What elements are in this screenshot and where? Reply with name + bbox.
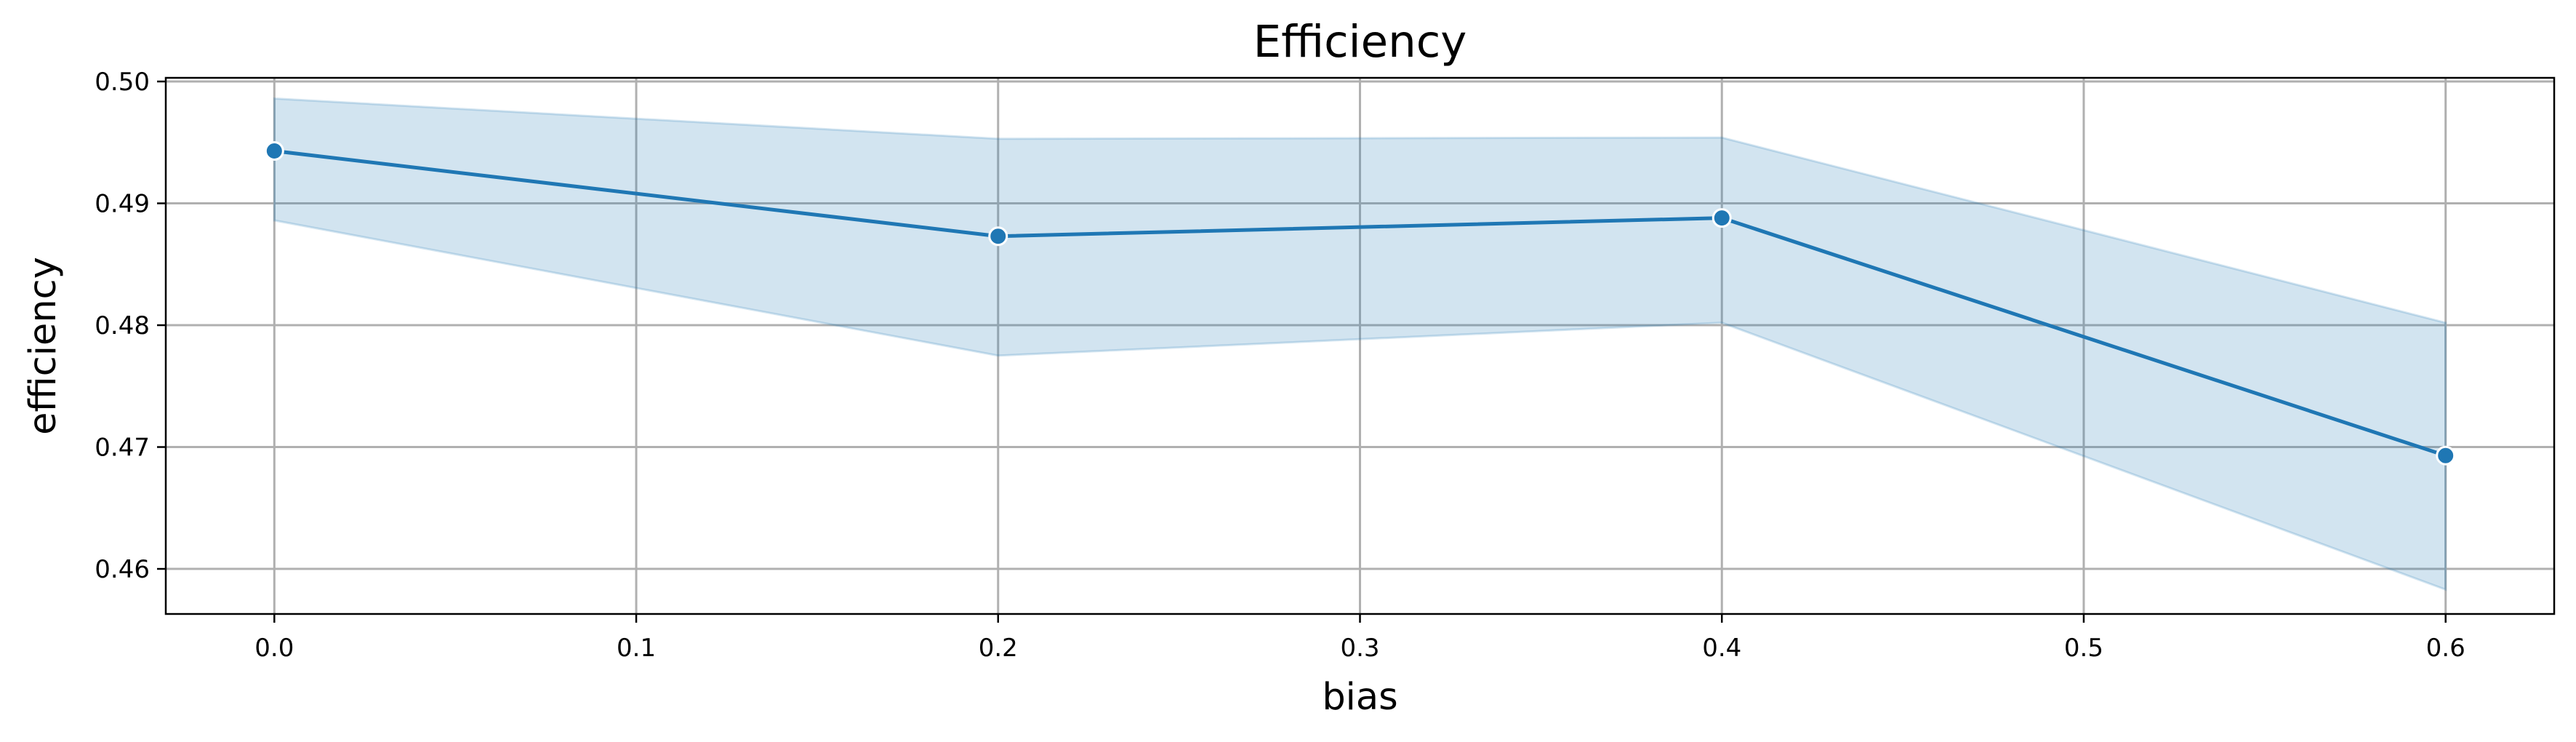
x-tick-label: 0.5 <box>2064 634 2103 663</box>
data-point <box>988 226 1008 247</box>
x-tick-label: 0.2 <box>979 634 1018 663</box>
series-line <box>274 149 2447 458</box>
data-point <box>1712 208 1732 228</box>
y-axis-ticks: 0.46 0.47 0.48 0.49 0.50 <box>95 68 166 584</box>
x-axis-title: bias <box>1322 676 1397 719</box>
data-point <box>2436 445 2456 466</box>
y-tick-label: 0.50 <box>95 68 150 97</box>
y-tick-label: 0.49 <box>95 190 150 219</box>
confidence-band-layer <box>273 97 2447 591</box>
data-point <box>264 141 284 161</box>
x-axis-ticks: 0.0 0.1 0.2 0.3 0.4 0.5 0.6 <box>254 614 2465 663</box>
x-tick-label: 0.1 <box>617 634 656 663</box>
x-tick-label: 0.4 <box>1702 634 1741 663</box>
chart-title: Efficiency <box>1253 16 1467 68</box>
confidence-band <box>273 97 2447 591</box>
x-tick-label: 0.6 <box>2426 634 2465 663</box>
y-tick-label: 0.46 <box>95 555 150 584</box>
y-axis-title: efficiency <box>22 257 65 435</box>
series-line-layer <box>274 149 2447 458</box>
grid <box>166 78 2554 614</box>
y-tick-label: 0.47 <box>95 434 150 463</box>
data-points <box>264 141 2456 466</box>
y-tick-label: 0.48 <box>95 311 150 340</box>
x-tick-label: 0.3 <box>1340 634 1379 663</box>
x-tick-label: 0.0 <box>254 634 294 663</box>
